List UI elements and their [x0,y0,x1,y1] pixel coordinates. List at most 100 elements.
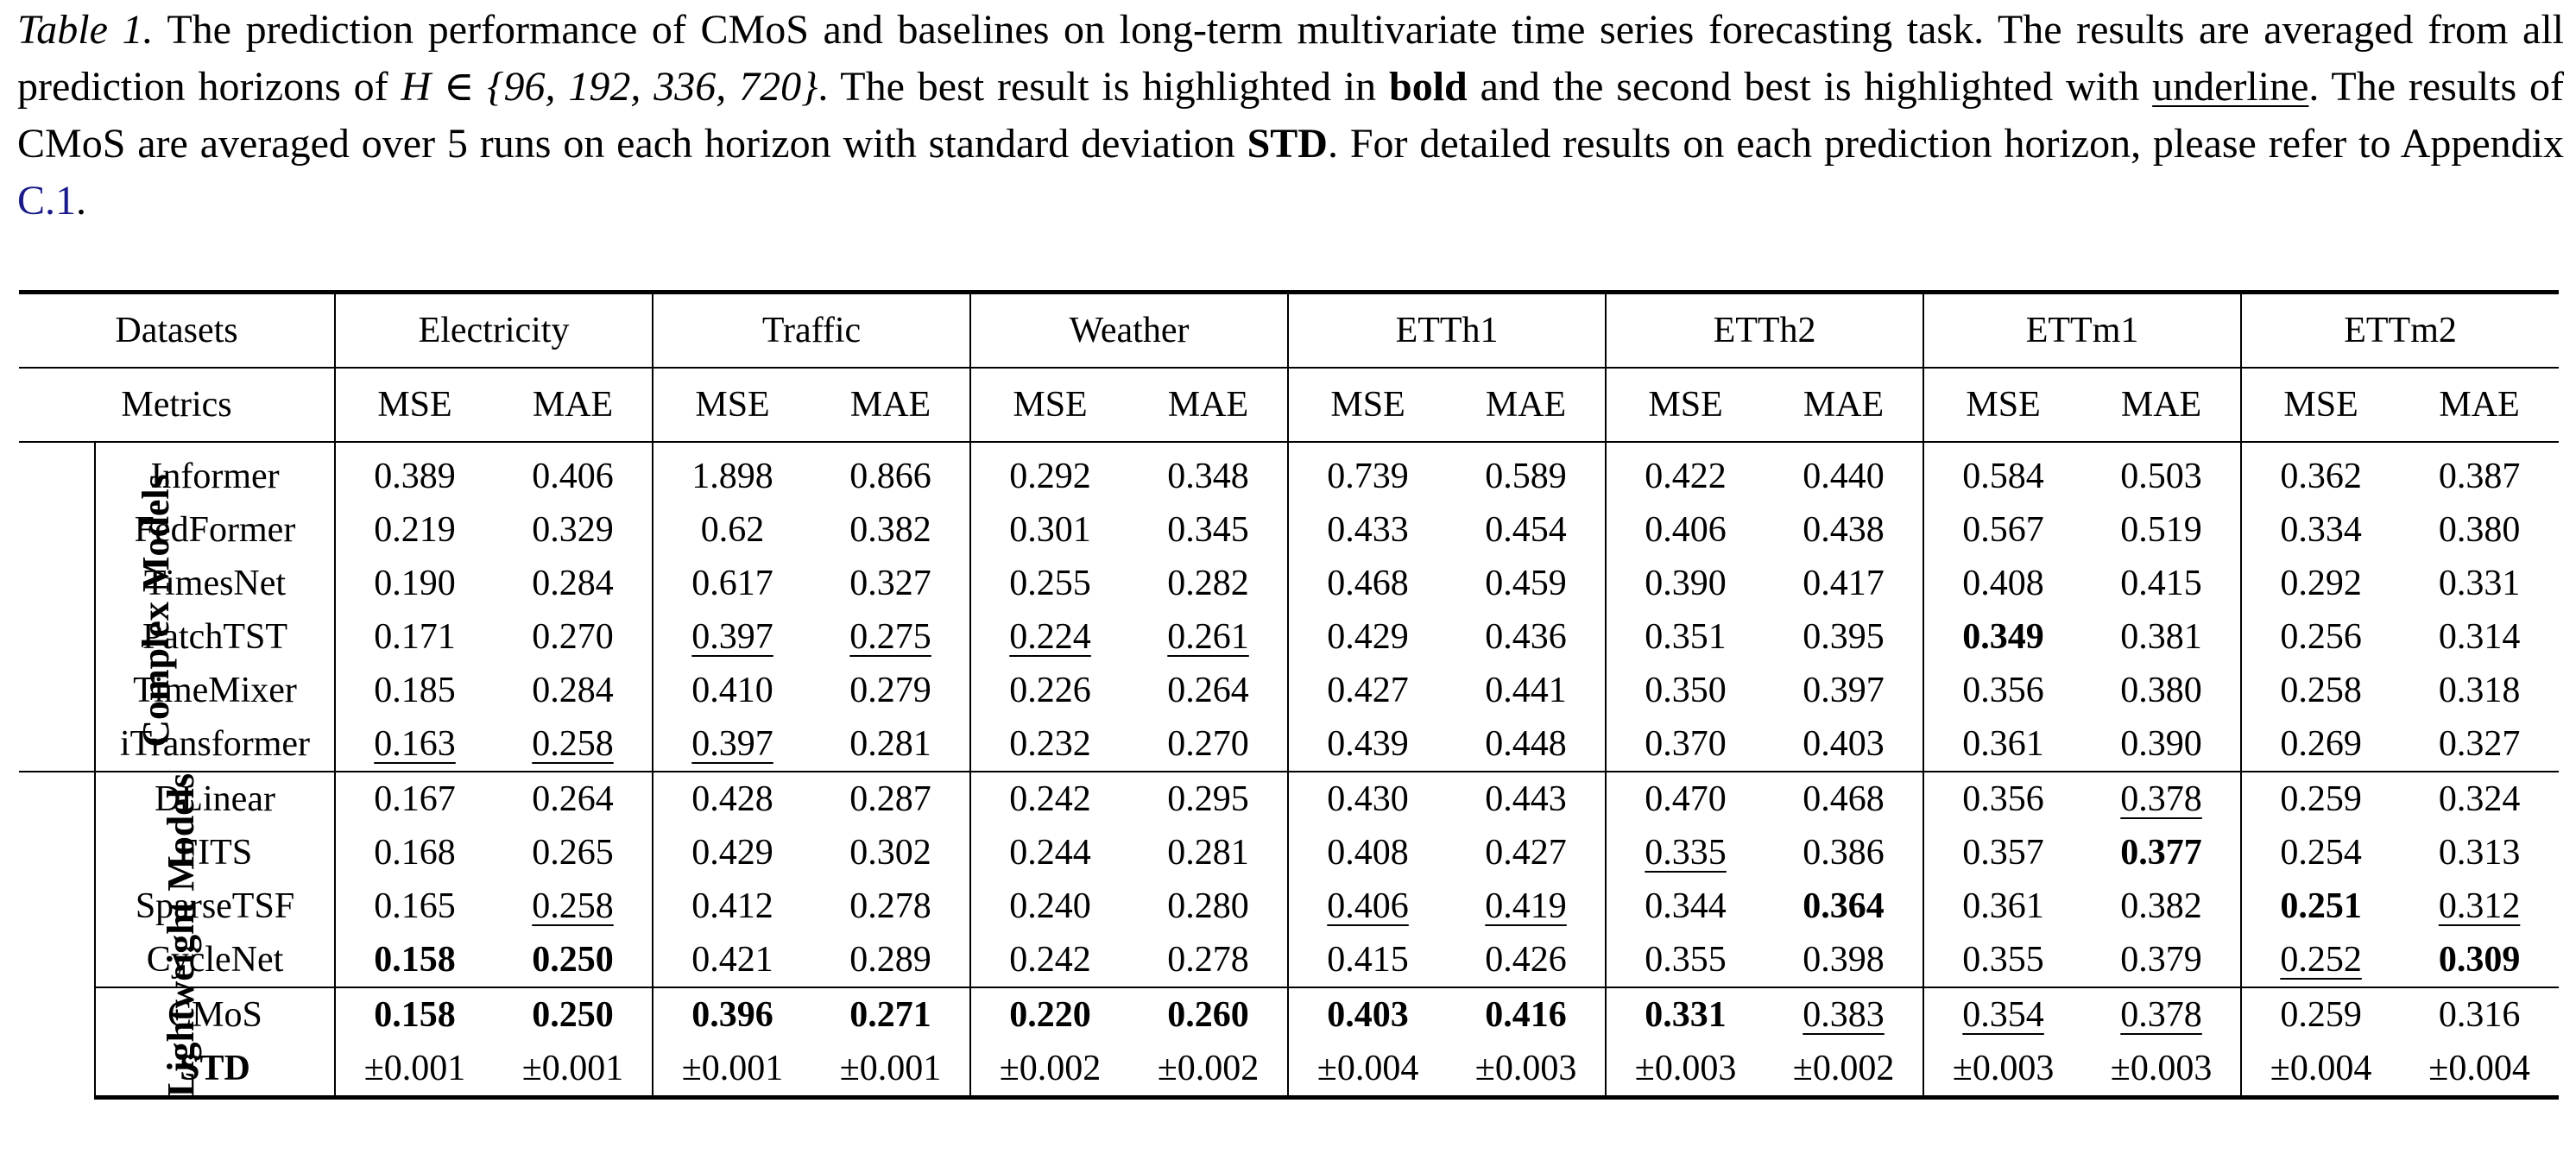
metric-value: 0.255 [969,557,1130,610]
metric-value: 0.441 [1485,671,1567,710]
metric-value: 0.224 [969,610,1130,664]
cell-value: 0.419 [1485,886,1567,926]
metric-header: MAE [1129,367,1289,443]
caption-text-5: . For detailed results on each predictio… [1327,121,2564,167]
metric-header: MSE [1923,367,2083,443]
metric-value: 0.416 [1447,987,1607,1042]
model-name: FedFormer [134,510,296,550]
caption-text-4: . The results of CMoS are averaged over … [17,64,2565,167]
metric-value: 0.312 [2400,879,2559,933]
metric-value: ±0.003 [2082,1042,2242,1100]
cell-value: 0.416 [1485,995,1567,1035]
cell-value: 0.406 [1327,886,1409,926]
metric-header: MSE [969,367,1130,443]
dataset-header: ETTh2 [1605,290,1924,368]
metric-value: 0.430 [1287,771,1448,826]
dataset-header: Electricity [334,290,653,368]
metric-value: 0.417 [1803,564,1885,603]
cell-value: 0.378 [2120,779,2202,819]
metric-value: 0.281 [849,724,931,764]
cell-value: 0.364 [1803,886,1885,926]
metric-value: 0.252 [2240,933,2401,987]
metric-value: 0.427 [1485,833,1567,873]
metric-header: MAE [2082,367,2242,443]
metric-value: 0.309 [2400,933,2559,987]
metric-header: MAE [494,367,653,443]
cell-value: 0.354 [1962,995,2044,1035]
metric-value: 0.438 [1803,510,1885,550]
metric-value: 0.163 [334,717,495,772]
metric-value: 0.356 [1923,664,2083,717]
appendix-link[interactable]: C.1 [17,178,77,224]
table-row: CycleNet 0.158 0.250 0.421 0.289 0.242 0.278 0.… [19,933,2559,987]
model-name: PatchTST [142,617,287,657]
metric-value: 0.259 [2240,987,2401,1042]
model-name: iTransformer [119,724,311,764]
group-label-text: Complex Models [134,473,177,747]
table-caption: Table 1. The prediction performance of C… [17,2,2564,230]
metric-value: 0.419 [1447,879,1606,933]
metric-value: 0.250 [494,987,653,1042]
metric-value: ±0.003 [1923,1042,2083,1100]
metric-value: 0.364 [1765,879,1923,933]
metric-value: 0.281 [1167,833,1249,873]
metric-value: 0.264 [494,771,653,826]
metric-value: 0.171 [334,610,495,664]
metric-value: 0.427 [1287,664,1448,717]
group-label-text: Lightweight Models [160,772,203,1097]
model-name: TimeMixer [133,671,297,710]
metric-value: 0.440 [1803,457,1885,496]
metric-value: 0.408 [1287,826,1448,879]
metric-value: 0.165 [334,879,495,933]
metric-value: 0.278 [849,886,931,926]
cell-value: 0.224 [1009,617,1091,657]
metric-value: 0.421 [652,933,812,987]
metric-value: 0.158 [334,987,495,1042]
metric-value: 0.362 [2240,442,2401,503]
metric-value: 0.282 [1167,564,1249,603]
metrics-label: Metrics [19,367,336,443]
metric-value: 0.370 [1605,717,1765,772]
dataset-header: Traffic [652,290,971,368]
metric-value: ±0.001 [652,1042,812,1100]
metric-value: ±0.002 [1765,1042,1924,1100]
metric-value: 0.331 [1605,987,1765,1042]
cell-value: 0.260 [1167,995,1249,1035]
caption-text-2: . The best result is highlighted in [818,64,1390,110]
metric-value: 0.357 [1923,826,2083,879]
metric-value: 0.270 [1167,724,1249,764]
metric-value: 0.314 [2438,617,2521,657]
metric-value: 0.219 [334,503,495,557]
caption-text-1: The prediction performance of CMoS and b… [17,7,2565,110]
metric-value: 0.406 [1605,503,1765,557]
metric-value: 0.284 [532,671,614,710]
metric-value: 0.389 [334,442,495,503]
metric-value: 0.278 [1167,940,1249,980]
cell-value: 0.378 [2120,995,2202,1035]
metric-value: 0.331 [2438,564,2521,603]
dataset-header-row: Datasets Electricity Traffic Weather ETTh1 ET… [19,290,2560,368]
group-label-lightweight: Lightweight Models [19,771,202,1098]
metric-value: 0.289 [849,940,931,980]
metric-value: 0.403 [1803,724,1885,764]
metric-header: MAE [2400,367,2560,443]
metric-header: MAE [1765,367,1924,443]
table-row: PatchTST 0.171 0.270 0.397 0.275 0.224 0.261 0.… [19,610,2559,664]
table-row: SparseTSF 0.165 0.258 0.412 0.278 0.240 0.280 0… [19,879,2559,933]
metric-value: 0.415 [2120,564,2202,603]
metric-value: 0.345 [1167,510,1249,550]
table-row: TimesNet 0.190 0.284 0.617 0.327 0.255 0.282 0.… [19,557,2559,610]
model-name: DLinear [95,771,336,826]
metric-value: 0.396 [652,987,812,1042]
metric-value: 1.898 [652,442,812,503]
metric-value: 0.428 [652,771,812,826]
metric-value: 0.280 [1167,886,1249,926]
metric-value: 0.256 [2240,610,2401,664]
caption-math: H ∈ {96, 192, 336, 720} [401,64,818,110]
metric-header: MSE [1287,367,1448,443]
metric-header: MSE [334,367,495,443]
metric-value: 0.468 [1287,557,1448,610]
metric-value: 0.354 [1923,987,2083,1042]
metric-value: 0.380 [2120,671,2202,710]
metric-value: ±0.002 [1129,1042,1289,1100]
